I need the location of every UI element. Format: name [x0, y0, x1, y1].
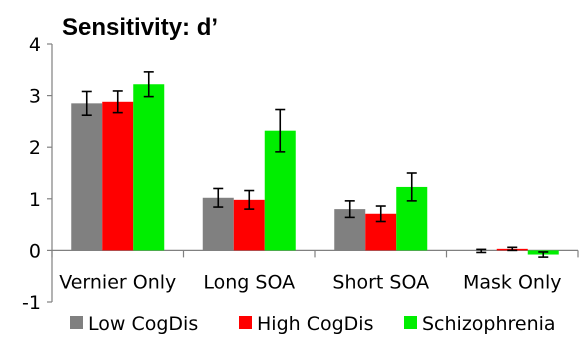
y-tick-label: 3 [29, 86, 41, 108]
x-category-label: Vernier Only [59, 271, 176, 293]
legend-swatch [70, 316, 83, 329]
y-tick-label: -1 [22, 292, 41, 314]
y-tick-label: 0 [29, 240, 41, 262]
error-bar [112, 90, 123, 114]
error-bar [275, 108, 286, 153]
y-tick-label: 2 [29, 137, 41, 159]
x-category-label: Short SOA [332, 271, 429, 293]
error-bar [213, 187, 224, 208]
error-bars-layer [81, 71, 549, 258]
error-bar [538, 251, 549, 258]
x-axis: Vernier Only Long SOA Short SOA Mask Only [51, 249, 579, 293]
bar [102, 101, 134, 251]
legend-label: Schizophrenia [422, 313, 556, 335]
legend-swatch [239, 316, 252, 329]
legend-label: High CogDis [257, 313, 373, 335]
bar [71, 103, 103, 251]
y-tick-label: 1 [29, 189, 41, 211]
error-bar [143, 71, 154, 98]
error-bar [406, 172, 417, 202]
error-bar [244, 189, 255, 210]
error-bar [81, 90, 92, 117]
y-axis: 4 3 2 1 0 -1 [22, 34, 53, 314]
x-category-label: Mask Only [463, 271, 562, 293]
legend-swatch [404, 316, 417, 329]
bars-layer [71, 84, 559, 255]
y-tick-label: 4 [29, 34, 41, 56]
legend: Low CogDis High CogDis Schizophrenia [70, 313, 556, 335]
error-bar [476, 248, 487, 254]
error-bar [375, 205, 386, 223]
bar [133, 84, 165, 251]
error-bar [344, 200, 355, 219]
error-bar [507, 246, 518, 252]
legend-label: Low CogDis [88, 313, 198, 335]
chart-title: Sensitivity: d’ [62, 14, 218, 41]
x-category-label: Long SOA [203, 271, 295, 293]
